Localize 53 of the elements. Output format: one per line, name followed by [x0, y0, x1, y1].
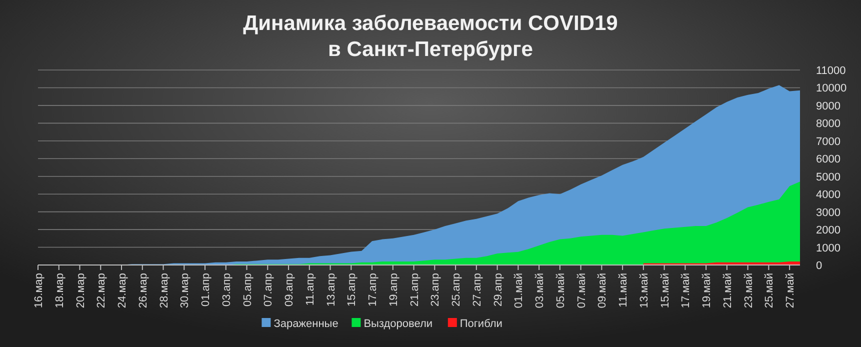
- y-tick-label: 5000: [816, 171, 840, 184]
- x-tick-label: 23.май: [742, 273, 755, 308]
- x-tick-label: 20.мар: [74, 273, 87, 308]
- x-tick-label: 11.май: [618, 273, 630, 308]
- legend-label: Погибли: [460, 318, 502, 330]
- x-tick-label: 05.апр: [242, 273, 254, 306]
- y-tick-label: 7000: [816, 136, 840, 148]
- x-tick-label: 05.май: [554, 273, 567, 308]
- y-tick-label: 9000: [816, 100, 840, 112]
- x-tick-label: 24.мар: [116, 273, 129, 308]
- x-tick-label: 03.май: [534, 273, 546, 308]
- x-tick-label: 09.май: [596, 273, 609, 308]
- x-tick-label: 01.май: [513, 273, 526, 308]
- x-tick-label: 19.май: [701, 273, 714, 308]
- legend-label: Выздоровели: [364, 318, 433, 330]
- y-tick-label: 6000: [816, 154, 840, 166]
- y-tick-label: 10000: [816, 82, 847, 95]
- x-tick-label: 25.апр: [450, 273, 463, 306]
- x-tick-label: 15.апр: [346, 273, 358, 306]
- x-tick-label: 23.апр: [430, 273, 442, 306]
- x-tick-label: 16.мар: [33, 273, 45, 308]
- x-tick-label: 15.май: [659, 273, 672, 308]
- x-tick-label: 29.апр: [492, 273, 504, 306]
- x-tick-label: 17.май: [680, 273, 692, 308]
- y-tick-label: 4000: [816, 189, 840, 202]
- chart-title: Динамика заболеваемости COVID19 в Санкт-Петербурге: [243, 12, 618, 61]
- x-tick-label: 09.апр: [284, 273, 296, 306]
- x-tick-label: 13.май: [638, 273, 650, 308]
- x-tick-label: 11.апр: [304, 273, 316, 306]
- x-tick-label: 21.апр: [408, 273, 421, 306]
- x-tick-label: 03.апр: [220, 273, 233, 306]
- y-tick-label: 3000: [816, 206, 840, 219]
- x-tick-label: 18.мар: [54, 273, 66, 308]
- x-tick-label: 28.мар: [158, 273, 170, 308]
- y-tick-label: 11000: [816, 65, 846, 77]
- x-tick-label: 01.апр: [200, 273, 212, 306]
- x-tick-label: 19.апр: [388, 273, 400, 306]
- x-tick-label: 25.май: [764, 273, 776, 308]
- x-tick-label: 07.апр: [262, 273, 275, 306]
- x-tick-label: 26.мар: [137, 273, 150, 308]
- x-tick-label: 27.май: [784, 273, 797, 308]
- x-tick-label: 27.апр: [471, 273, 484, 306]
- x-tick-label: 17.апр: [367, 273, 380, 306]
- x-tick-label: 30.мар: [179, 273, 192, 308]
- x-tick-label: 07.май: [576, 273, 588, 308]
- x-tick-label: 22.мар: [96, 273, 108, 308]
- y-tick-label: 0: [816, 260, 822, 272]
- y-tick-label: 1000: [816, 242, 840, 254]
- legend-label: Зараженные: [274, 318, 338, 330]
- y-tick-label: 2000: [816, 224, 840, 237]
- x-tick-label: 21.май: [722, 273, 734, 308]
- x-tick-label: 13.апр: [325, 273, 338, 306]
- y-tick-label: 8000: [816, 118, 840, 130]
